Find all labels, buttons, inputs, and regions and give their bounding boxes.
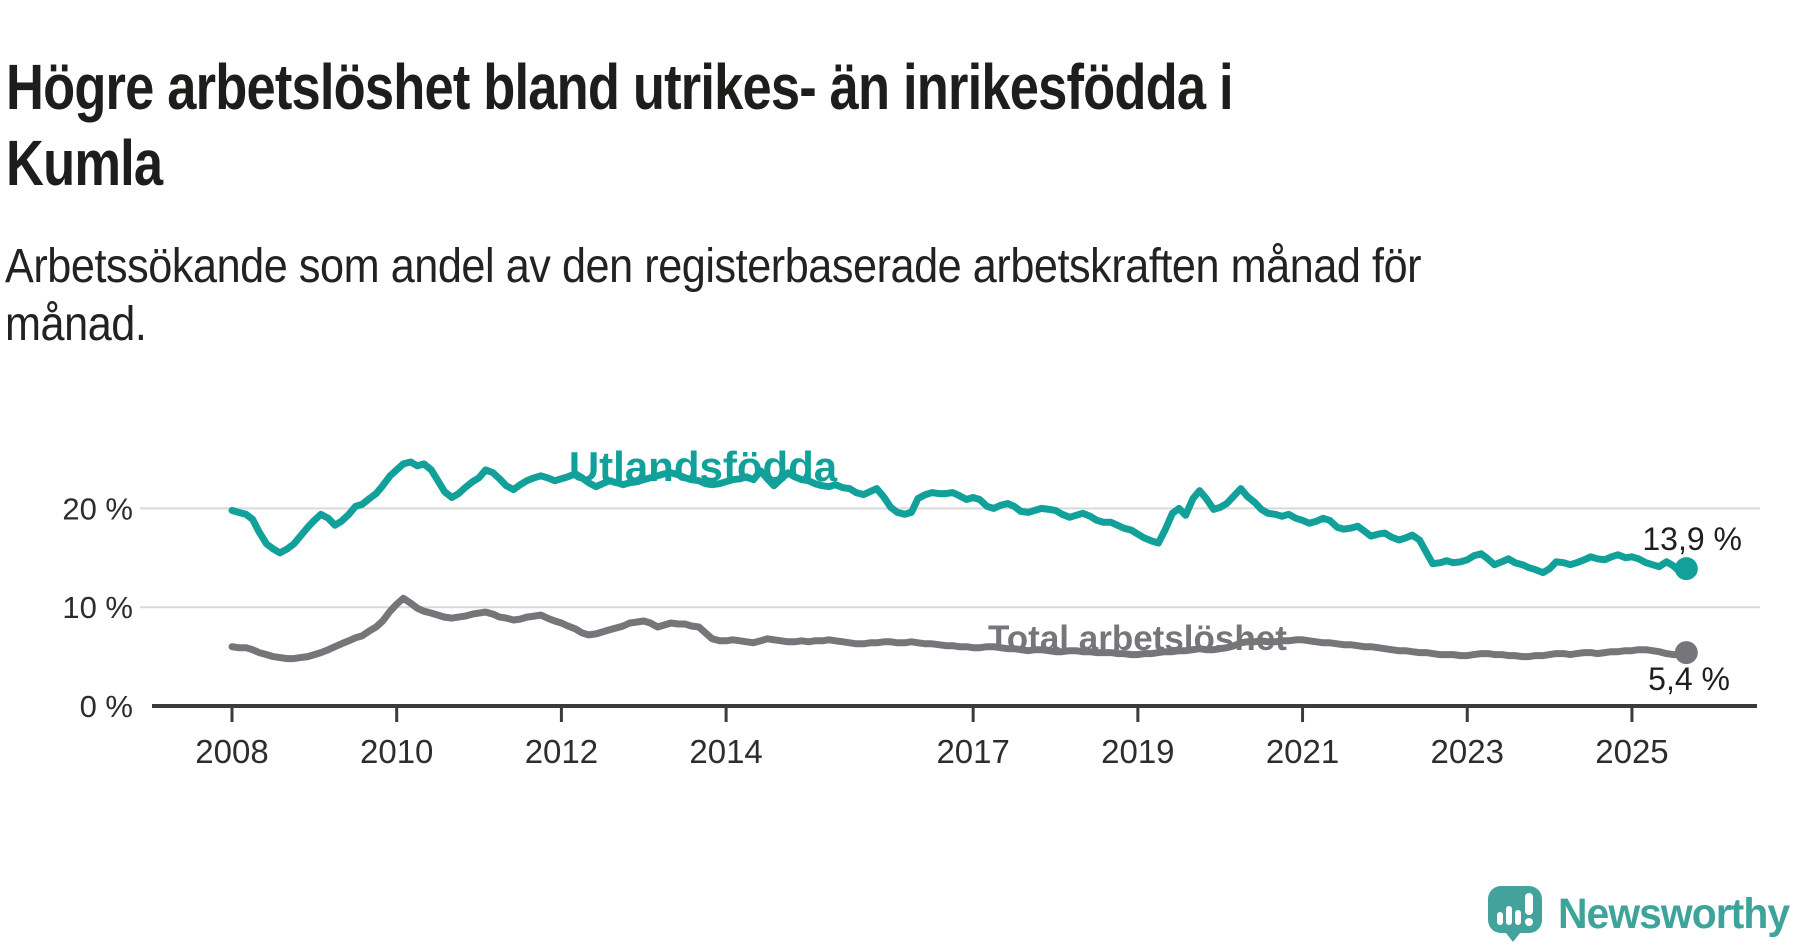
page-subtitle-line-1: Arbetssökande som andel av den registerb… [5,240,1422,293]
newsworthy-logo: Newsworthy [1488,884,1800,944]
x-axis-label-2025: 2025 [1595,733,1668,770]
y-axis-label-20: 20 % [62,491,133,526]
y-axis-label-0: 0 % [80,689,133,724]
page-title-line-2: Kumla [6,126,163,199]
series-label-utlandsfodda: Utlandsfödda [569,443,838,490]
page-subtitle: Arbetssökande som andel av den registerb… [5,238,1422,354]
page-title-line-1: Högre arbetslöshet bland utrikes- än inr… [6,50,1234,123]
logo-bar-2 [1506,906,1512,925]
end-value-label-utlandsfodda: 13,9 % [1642,521,1742,557]
logo-bar-3 [1515,910,1521,925]
x-axis-label-2017: 2017 [936,733,1009,770]
logo-exclamation-dot [1525,918,1533,926]
newsworthy-wordmark: Newsworthy [1558,890,1790,938]
series-line-total-arbetsloshet [228,594,1690,663]
series-label-total-arbetsloshet: Total arbetslöshet [988,619,1287,658]
x-axis-label-2014: 2014 [689,733,762,770]
logo-exclamation-bar [1525,893,1533,915]
series-end-dot-utlandsfodda [1674,557,1698,581]
x-axis-label-2019: 2019 [1101,733,1174,770]
x-axis-label-2021: 2021 [1266,733,1339,770]
page-subtitle-line-2: månad. [5,298,147,351]
x-axis-label-2012: 2012 [525,733,598,770]
series-end-dot-total-arbetsloshet [1674,641,1698,665]
page-title: Högre arbetslöshet bland utrikes- än inr… [6,49,1449,201]
logo-bubble-tail [1502,928,1524,942]
x-axis-label-2008: 2008 [195,733,268,770]
end-value-label-total-arbetsloshet: 5,4 % [1648,661,1730,697]
series-line-utlandsfodda [228,458,1690,577]
logo-bar-1 [1497,912,1503,925]
speech-bubble-bar-chart-icon [1488,884,1542,944]
y-axis-label-10: 10 % [62,590,133,625]
x-axis-label-2010: 2010 [360,733,433,770]
logo-bubble-shape [1488,886,1542,933]
x-axis-label-2023: 2023 [1431,733,1504,770]
